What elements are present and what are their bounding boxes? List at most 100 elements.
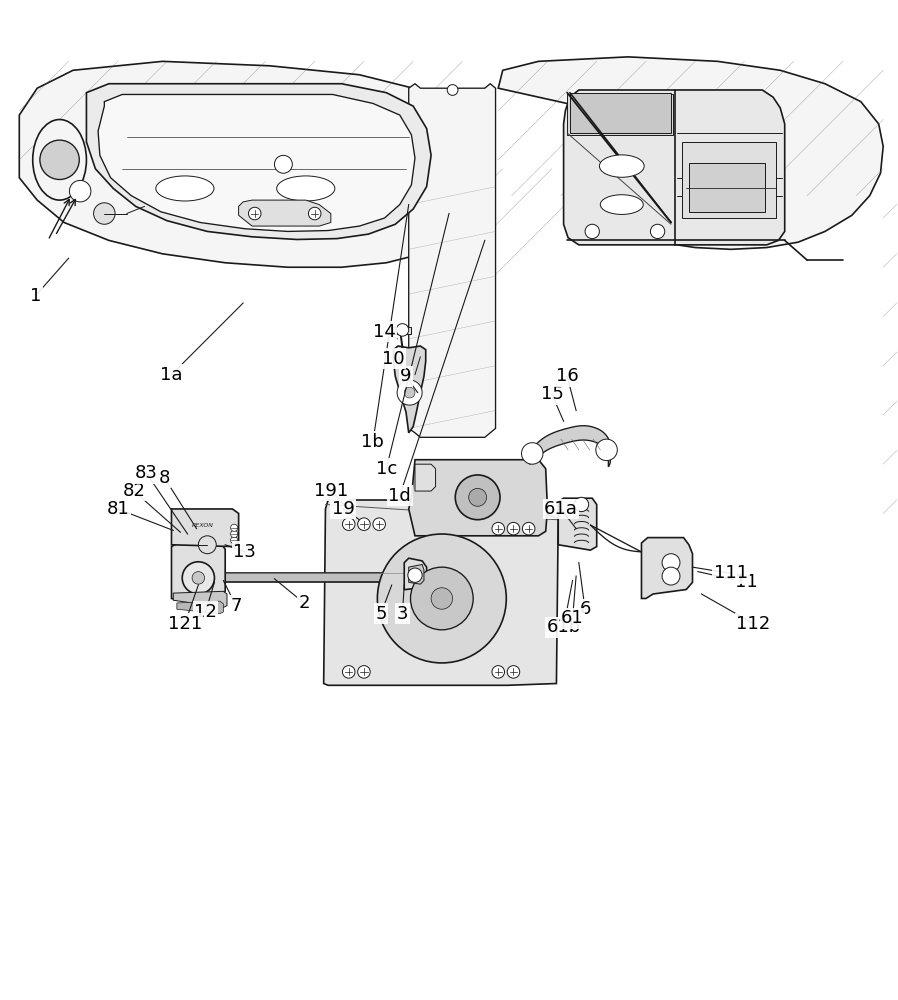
Text: 6: 6 [579, 600, 591, 618]
Text: 12: 12 [194, 603, 217, 621]
Circle shape [231, 530, 238, 538]
Circle shape [342, 666, 355, 678]
Polygon shape [409, 564, 424, 584]
Polygon shape [570, 93, 671, 133]
Circle shape [431, 588, 453, 609]
Ellipse shape [156, 176, 214, 201]
Polygon shape [641, 538, 692, 598]
Bar [689, 163, 765, 212]
Polygon shape [177, 601, 224, 614]
Circle shape [404, 387, 415, 398]
Text: 82: 82 [122, 482, 145, 500]
Circle shape [507, 522, 520, 535]
Text: 9: 9 [401, 367, 412, 385]
Text: 121: 121 [168, 615, 202, 633]
Text: 8: 8 [159, 469, 170, 487]
Circle shape [192, 572, 205, 584]
Circle shape [308, 207, 321, 220]
Polygon shape [393, 346, 426, 433]
Text: 111: 111 [714, 564, 748, 582]
Ellipse shape [277, 176, 335, 201]
Circle shape [396, 324, 409, 336]
Polygon shape [19, 61, 485, 267]
Text: 14: 14 [373, 323, 396, 341]
Text: 11: 11 [735, 573, 758, 591]
Circle shape [585, 224, 599, 239]
Circle shape [662, 554, 680, 572]
Circle shape [408, 568, 422, 582]
Polygon shape [404, 558, 427, 590]
Circle shape [522, 443, 543, 464]
Circle shape [182, 562, 215, 594]
Circle shape [249, 207, 261, 220]
Circle shape [342, 518, 355, 530]
Text: 5: 5 [375, 605, 387, 623]
Circle shape [373, 518, 385, 530]
Text: 10: 10 [383, 350, 405, 368]
Circle shape [447, 85, 458, 95]
Circle shape [595, 439, 617, 461]
Polygon shape [239, 200, 330, 226]
Text: 2: 2 [298, 594, 310, 612]
Polygon shape [415, 464, 436, 491]
Bar [682, 142, 776, 218]
Circle shape [492, 666, 505, 678]
Circle shape [410, 567, 473, 630]
Polygon shape [409, 460, 548, 536]
Text: 1c: 1c [375, 460, 397, 478]
Text: 19: 19 [332, 500, 355, 518]
Circle shape [575, 497, 589, 512]
Text: 1: 1 [30, 287, 41, 305]
Circle shape [275, 155, 293, 173]
Text: 3: 3 [397, 605, 409, 623]
Polygon shape [564, 90, 785, 245]
Polygon shape [172, 509, 239, 547]
Circle shape [455, 475, 500, 520]
Ellipse shape [599, 155, 644, 177]
Bar [568, 94, 673, 135]
Polygon shape [86, 84, 431, 239]
Text: 13: 13 [233, 543, 256, 561]
Polygon shape [530, 426, 611, 467]
Polygon shape [559, 498, 596, 550]
Circle shape [662, 567, 680, 585]
Polygon shape [172, 543, 225, 600]
Text: 1b: 1b [362, 433, 384, 451]
Text: 83: 83 [135, 464, 158, 482]
Circle shape [523, 522, 535, 535]
Circle shape [377, 534, 506, 663]
Polygon shape [409, 84, 496, 437]
Circle shape [231, 537, 238, 544]
Circle shape [650, 224, 665, 239]
Polygon shape [98, 94, 415, 231]
Circle shape [357, 666, 370, 678]
Polygon shape [498, 57, 883, 249]
Text: 81: 81 [106, 500, 129, 518]
Ellipse shape [32, 120, 86, 200]
Circle shape [40, 140, 79, 180]
Text: 16: 16 [556, 367, 578, 385]
Circle shape [357, 518, 370, 530]
Text: 7: 7 [230, 597, 242, 615]
Circle shape [492, 522, 505, 535]
Text: 191: 191 [313, 482, 348, 500]
Text: REXON: REXON [192, 523, 214, 528]
Text: 61: 61 [561, 609, 584, 627]
Circle shape [507, 666, 520, 678]
Text: 61a: 61a [544, 500, 577, 518]
Ellipse shape [600, 195, 643, 214]
Text: 61b: 61b [547, 618, 581, 636]
Polygon shape [323, 500, 559, 685]
Circle shape [69, 180, 91, 202]
Text: 1a: 1a [160, 366, 182, 384]
Text: 15: 15 [541, 385, 563, 403]
Polygon shape [173, 591, 227, 607]
Circle shape [198, 536, 216, 554]
Circle shape [469, 488, 487, 506]
Text: 112: 112 [736, 615, 770, 633]
Bar [393, 327, 411, 334]
Circle shape [93, 203, 115, 224]
Circle shape [231, 524, 238, 531]
Circle shape [397, 380, 422, 405]
Text: 1d: 1d [389, 487, 411, 505]
